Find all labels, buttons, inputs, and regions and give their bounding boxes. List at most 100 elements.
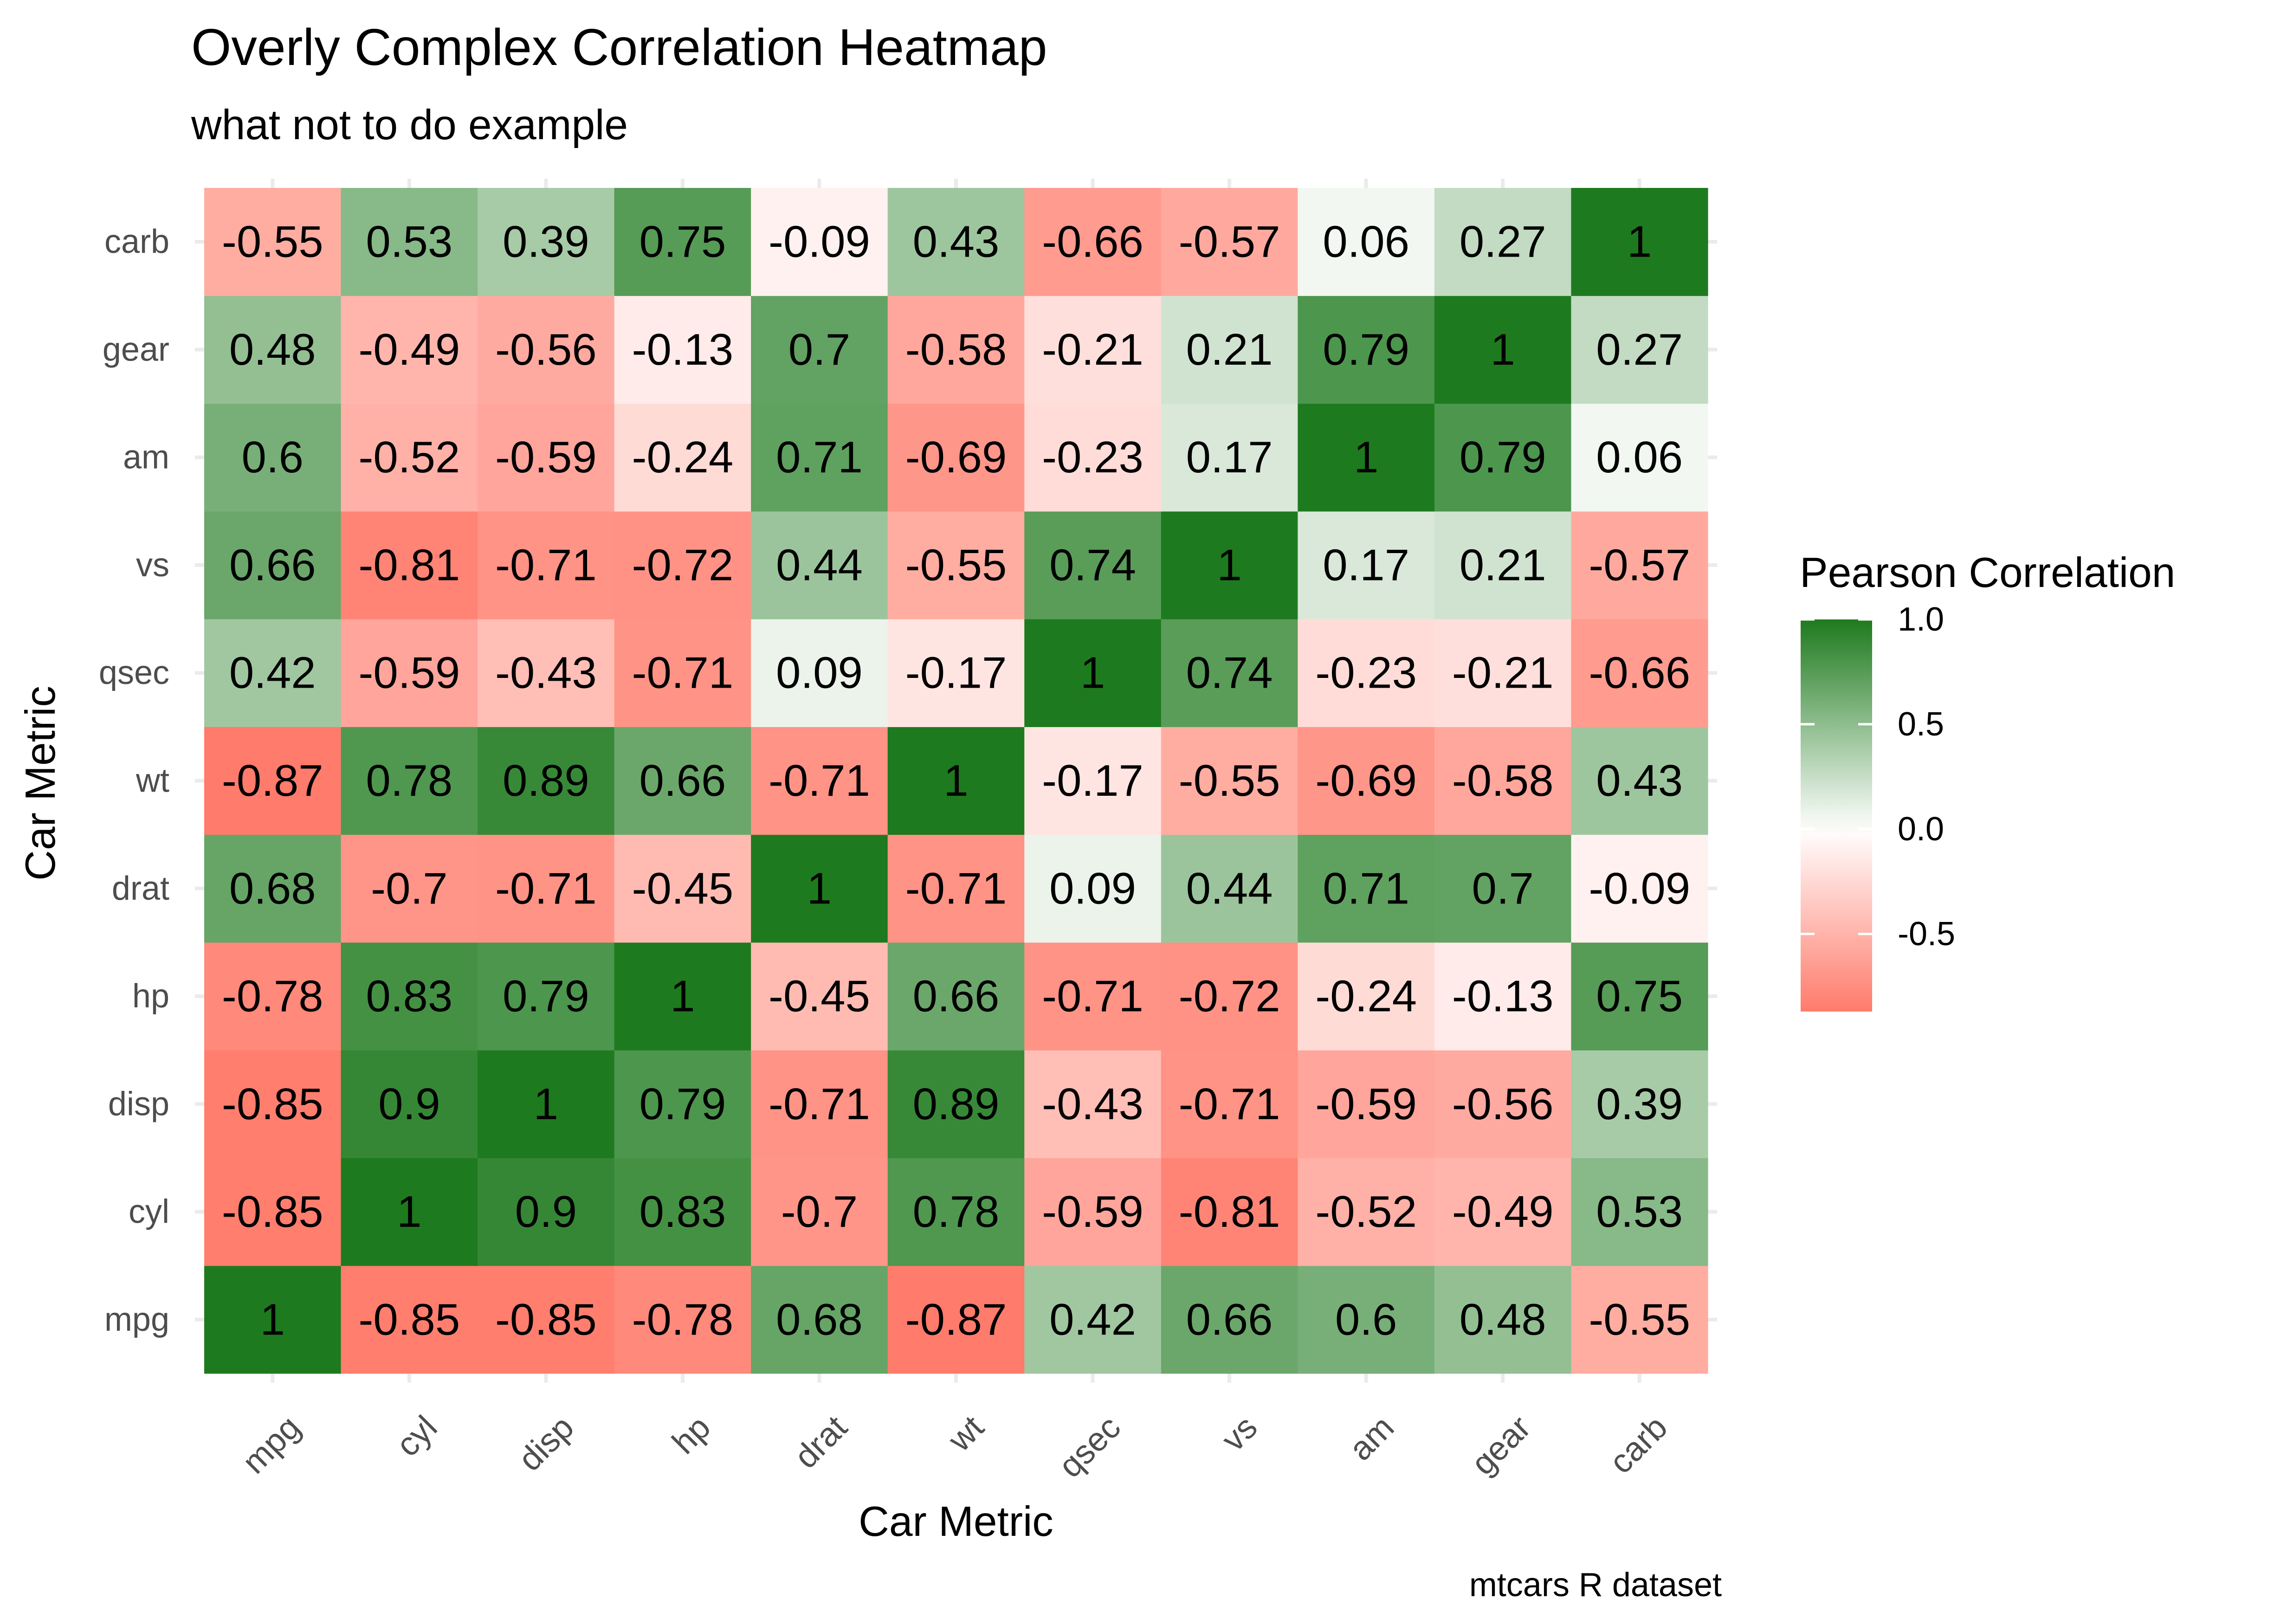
heatmap-cell <box>1571 511 1708 619</box>
heatmap-cell <box>1161 727 1298 835</box>
cell-value-label: 0.7 <box>788 325 850 374</box>
cell-value-label: -0.59 <box>1315 1079 1417 1129</box>
heatmap-cell <box>1434 403 1572 512</box>
heatmap-cell <box>1024 511 1162 619</box>
cell-value-label: -0.69 <box>905 432 1007 482</box>
cell-value-label: 0.66 <box>229 540 316 590</box>
heatmap-cell <box>1024 296 1162 404</box>
cell-value-label: -0.24 <box>632 432 734 482</box>
heatmap-cell <box>478 296 615 404</box>
cell-value-label: -0.69 <box>1315 756 1417 806</box>
cell-value-label: -0.13 <box>632 325 734 374</box>
cell-value-label: 0.06 <box>1596 432 1683 482</box>
cell-value-label: 0.42 <box>1049 1295 1136 1344</box>
cell-value-label: -0.78 <box>222 972 323 1021</box>
cell-value-label: 0.53 <box>366 217 452 267</box>
heatmap-cell <box>751 727 888 835</box>
heatmap-cells <box>204 188 1708 1374</box>
heatmap-cell <box>341 1050 478 1159</box>
heatmap-cell <box>1298 1158 1435 1266</box>
cell-value-label: -0.55 <box>222 217 323 267</box>
cell-value-label: -0.52 <box>1315 1187 1417 1237</box>
cell-value-label: -0.23 <box>1315 648 1417 698</box>
heatmap-cell <box>1434 1265 1572 1374</box>
heatmap-cell <box>1571 942 1708 1050</box>
cell-value-label: 1 <box>1490 325 1515 374</box>
legend-tick-label: 0.5 <box>1898 706 1944 743</box>
cell-value-label: 0.71 <box>776 432 863 482</box>
heatmap-cell <box>1024 727 1162 835</box>
cell-value-label: -0.21 <box>1452 648 1554 698</box>
heatmap-cell <box>478 1158 615 1266</box>
cell-value-label: 0.39 <box>503 217 589 267</box>
cell-value-label: 0.09 <box>1049 864 1136 913</box>
legend-tick-label: -0.5 <box>1898 915 1955 953</box>
heatmap-cell <box>341 296 478 404</box>
heatmap-cell <box>1161 403 1298 512</box>
heatmap-cell <box>478 511 615 619</box>
cell-value-label: -0.7 <box>781 1187 858 1237</box>
heatmap-cell <box>614 403 751 512</box>
x-tick-label: cyl <box>389 1409 445 1464</box>
heatmap-cell <box>1571 1265 1708 1374</box>
heatmap-cell <box>1024 1158 1162 1266</box>
heatmap-cell <box>1161 188 1298 296</box>
y-axis-title: Car Metric <box>17 686 64 881</box>
cell-value-label: -0.85 <box>222 1079 323 1129</box>
cell-value-label: -0.81 <box>1179 1187 1280 1237</box>
cell-value-label: 0.66 <box>913 972 1000 1021</box>
cell-value-label: -0.43 <box>495 648 597 698</box>
heatmap-cell <box>341 511 478 619</box>
x-tick-label: drat <box>788 1409 854 1476</box>
cell-value-label: 0.7 <box>1472 864 1533 913</box>
heatmap-cell <box>1298 296 1435 404</box>
cell-value-label: -0.71 <box>769 756 870 806</box>
heatmap-cell <box>1571 1050 1708 1159</box>
heatmap-cell <box>204 942 342 1050</box>
cell-value-label: 1 <box>807 864 832 913</box>
heatmap-cell <box>751 942 888 1050</box>
cell-value-label: 1 <box>260 1295 285 1344</box>
cell-value-label: -0.55 <box>1589 1295 1690 1344</box>
cell-value-label: 0.17 <box>1323 540 1409 590</box>
cell-value-label: 0.48 <box>229 325 316 374</box>
cell-value-label: 0.71 <box>1323 864 1409 913</box>
heatmap-cell <box>751 511 888 619</box>
heatmap-cell <box>478 727 615 835</box>
cell-value-label: 0.39 <box>1596 1079 1683 1129</box>
cell-value-label: -0.09 <box>1589 864 1690 913</box>
y-axis-ticks: mpg cyl disp hp drat wt qsec vs am gear carb <box>99 223 169 1338</box>
heatmap-cell <box>204 1158 342 1266</box>
heatmap-cell <box>1571 188 1708 296</box>
cell-value-label: 0.9 <box>515 1187 577 1237</box>
heatmap-cell <box>341 942 478 1050</box>
heatmap-cell <box>1571 296 1708 404</box>
cell-value-label: 0.48 <box>1460 1295 1546 1344</box>
heatmap-cell <box>341 727 478 835</box>
heatmap-cell <box>204 403 342 512</box>
heatmap-cell <box>1024 619 1162 727</box>
heatmap-cell <box>1024 188 1162 296</box>
heatmap-cell <box>887 1050 1025 1159</box>
cell-value-label: 1 <box>534 1079 558 1129</box>
cell-value-label: -0.52 <box>358 432 460 482</box>
heatmap-cell <box>204 834 342 943</box>
y-tick-label: cyl <box>129 1193 169 1231</box>
cell-value-label: 0.74 <box>1186 648 1273 698</box>
cell-value-label: -0.55 <box>1179 756 1280 806</box>
color-legend: Pearson Correlation 1.0 0.5 0.0 -0.5 <box>1800 549 2175 1012</box>
cell-value-label: -0.45 <box>632 864 734 913</box>
heatmap-cell <box>1161 511 1298 619</box>
heatmap-cell <box>614 834 751 943</box>
cell-value-label: -0.85 <box>358 1295 460 1344</box>
cell-value-label: -0.71 <box>1042 972 1143 1021</box>
cell-value-label: 0.68 <box>229 864 316 913</box>
heatmap-cell <box>478 188 615 296</box>
heatmap-cell <box>751 296 888 404</box>
heatmap-cell <box>751 403 888 512</box>
heatmap-cell <box>341 403 478 512</box>
cell-value-label: 0.43 <box>913 217 1000 267</box>
cell-value-label: 0.89 <box>503 756 589 806</box>
x-tick-label: wt <box>941 1409 991 1459</box>
